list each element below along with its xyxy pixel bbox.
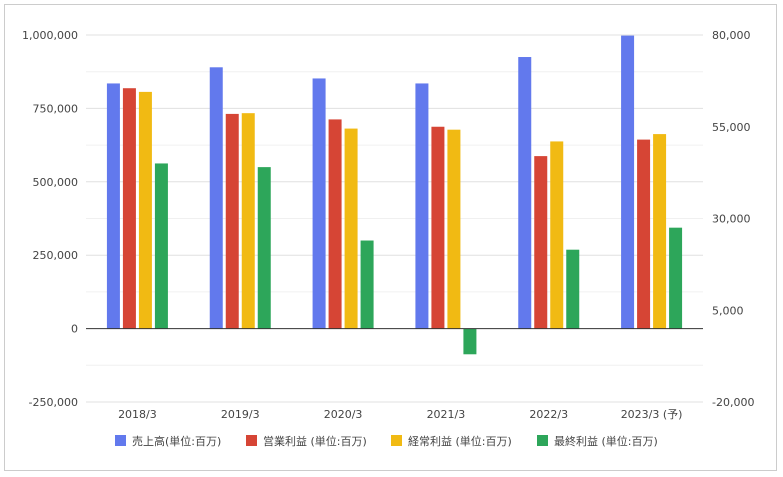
bar	[534, 156, 548, 329]
right-axis-tick-label: 30,000	[712, 213, 751, 226]
bar	[241, 113, 255, 329]
legend-item: 最終利益 (単位:百万)	[537, 434, 658, 448]
left-axis-tick-label: -250,000	[29, 396, 78, 409]
x-axis-tick-label: 2018/3	[118, 408, 157, 421]
bars	[106, 35, 683, 355]
x-axis-tick-label: 2022/3	[529, 408, 568, 421]
legend-swatch	[115, 435, 126, 446]
bar	[122, 88, 136, 329]
legend-item: 経常利益 (単位:百万)	[391, 434, 512, 448]
legend: 売上高(単位:百万) 営業利益 (単位:百万) 経常利益 (単位:百万) 最終利益 (…	[115, 434, 658, 448]
bar	[637, 139, 651, 329]
bar	[550, 141, 564, 329]
left-axis-tick-label: 0	[71, 323, 78, 336]
left-axis-tick-label: 250,000	[33, 249, 79, 262]
legend-label: 経常利益 (単位:百万)	[408, 434, 512, 448]
right-axis-tick-label: 55,000	[712, 121, 751, 134]
left-axis-tick-label: 1,000,000	[22, 29, 78, 42]
bar	[328, 119, 342, 329]
right-axis-tick-label: 5,000	[712, 304, 744, 317]
bar	[566, 249, 580, 329]
right-axis-tick-label: -20,000	[712, 396, 754, 409]
gridlines	[86, 34, 703, 403]
legend-label: 売上高(単位:百万)	[132, 434, 221, 448]
bar	[360, 240, 374, 329]
left-axis-tick-label: 500,000	[33, 176, 79, 189]
bar	[138, 91, 152, 329]
bar	[225, 113, 239, 329]
bar	[257, 167, 271, 329]
right-axis-tick-label: 80,000	[712, 29, 751, 42]
bar	[154, 163, 168, 329]
bar	[344, 128, 358, 329]
x-axis-tick-label: 2019/3	[221, 408, 260, 421]
legend-item: 営業利益 (単位:百万)	[246, 434, 367, 448]
legend-item: 売上高(単位:百万)	[115, 434, 221, 448]
bar	[653, 134, 667, 329]
bar	[415, 83, 429, 329]
legend-swatch	[246, 435, 257, 446]
legend-swatch	[391, 435, 402, 446]
bar	[312, 78, 326, 329]
bar	[431, 126, 445, 329]
x-axis-tick-label: 2021/3	[427, 408, 466, 421]
bar	[518, 57, 532, 329]
x-axis-tick-label: 2020/3	[324, 408, 363, 421]
legend-swatch	[537, 435, 548, 446]
bar	[463, 328, 477, 355]
legend-label: 最終利益 (単位:百万)	[554, 434, 658, 448]
bar	[669, 227, 683, 329]
bar	[447, 129, 461, 329]
x-axis-tick-label: 2023/3 (予)	[621, 408, 683, 421]
bar	[209, 67, 223, 329]
bar	[621, 35, 635, 329]
bar	[106, 83, 120, 329]
left-axis-tick-label: 750,000	[33, 102, 79, 115]
legend-label: 営業利益 (単位:百万)	[263, 434, 367, 448]
